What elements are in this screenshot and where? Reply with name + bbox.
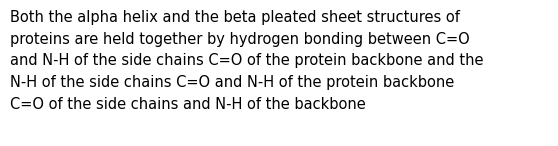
Text: Both the alpha helix and the beta pleated sheet structures of
proteins are held : Both the alpha helix and the beta pleate…	[10, 10, 484, 112]
